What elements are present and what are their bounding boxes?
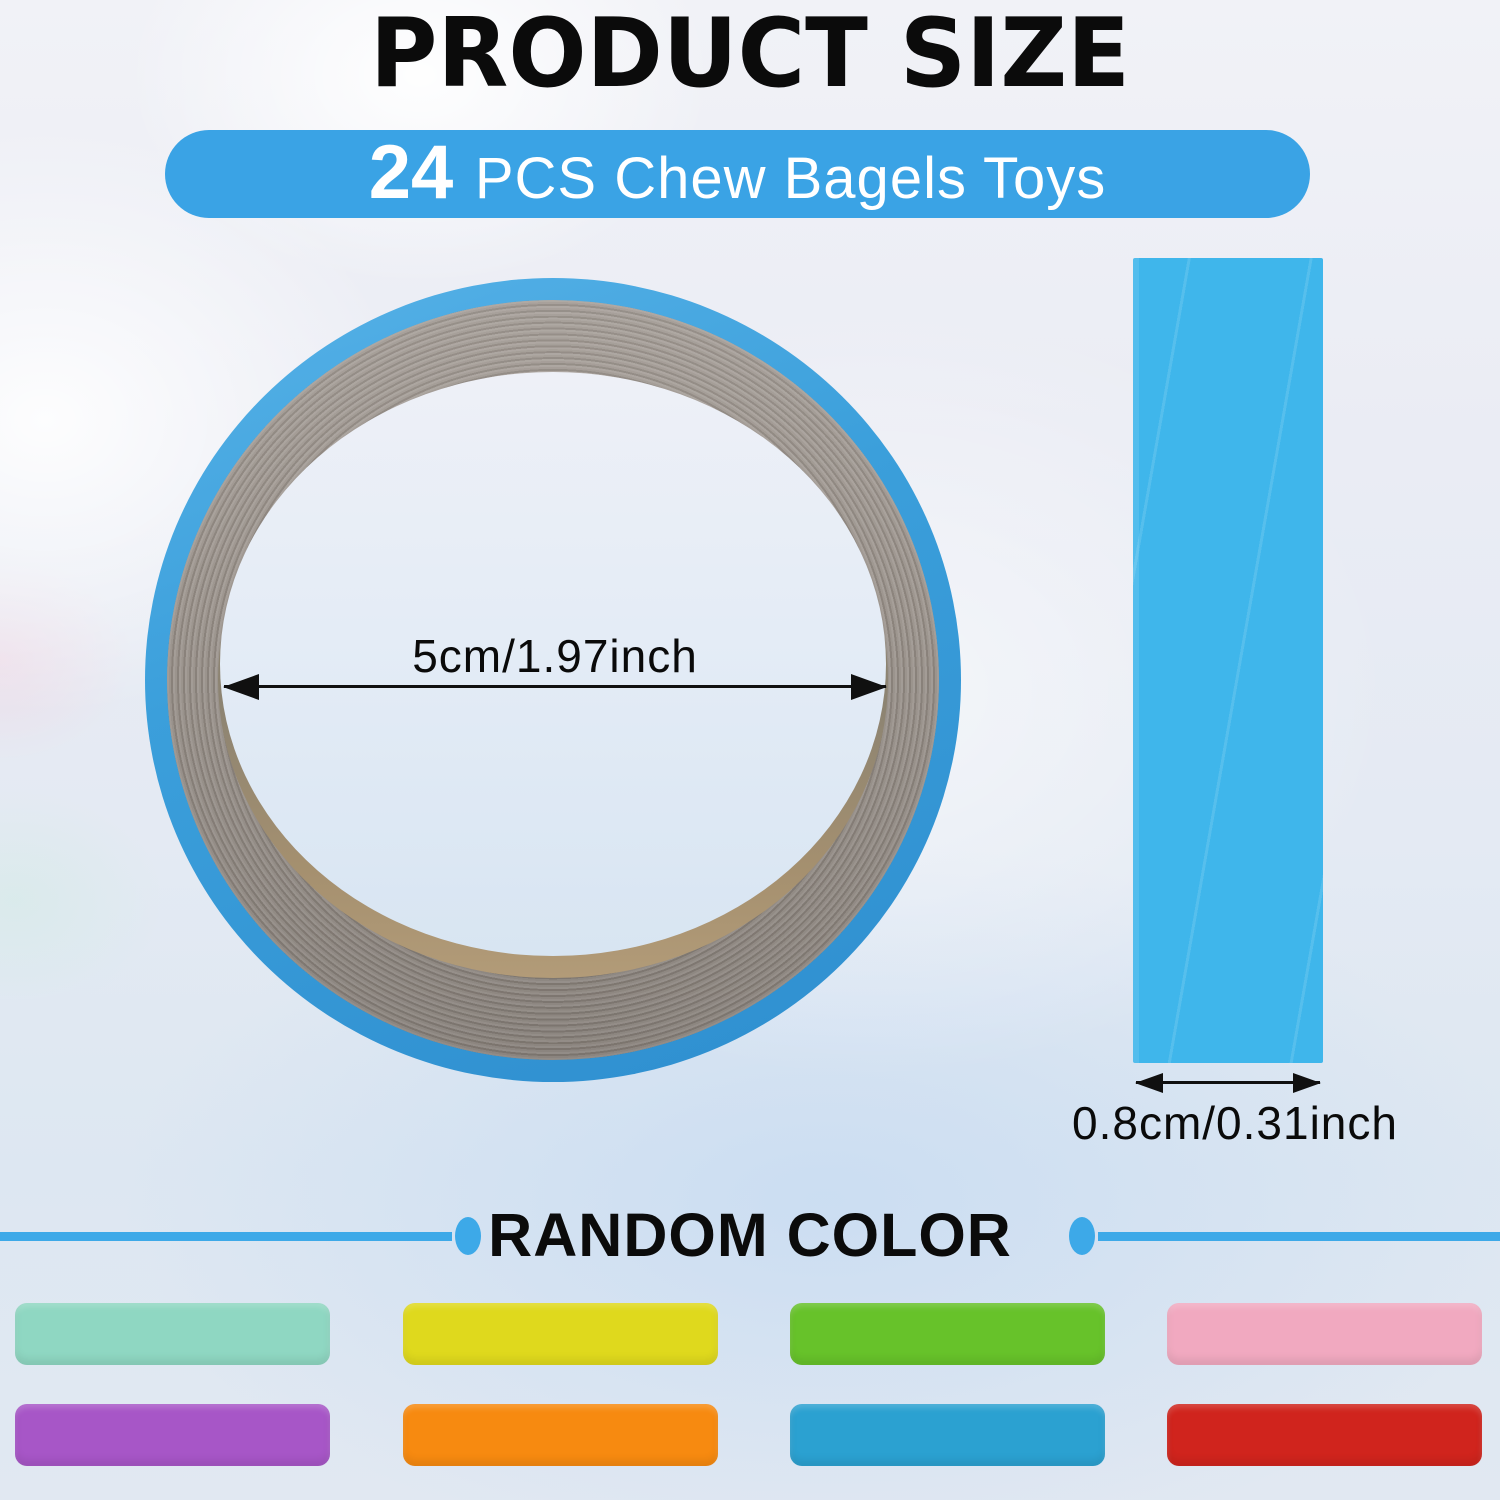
width-arrow-icon	[1136, 1081, 1320, 1084]
color-strip-purple	[15, 1404, 330, 1466]
color-strip-teal	[15, 1303, 330, 1365]
pcs-banner: 24 PCS Chew Bagels Toys	[165, 130, 1310, 218]
bagel-toy-hole	[220, 372, 886, 956]
heading-divider-left	[0, 1232, 452, 1241]
page-title: PRODUCT SIZE	[370, 0, 1130, 110]
color-strip-blue	[790, 1404, 1105, 1466]
color-strip-orange	[403, 1404, 718, 1466]
diameter-arrow-icon	[224, 685, 886, 688]
heading-dot-right-icon	[1069, 1217, 1095, 1255]
tape-strip	[1133, 258, 1323, 1063]
random-color-heading: RANDOM COLOR	[488, 1201, 1012, 1269]
color-strip-pink	[1167, 1303, 1482, 1365]
pcs-label: PCS Chew Bagels Toys	[474, 146, 1107, 211]
color-strip-yellow	[403, 1303, 718, 1365]
diameter-label: 5cm/1.97inch	[412, 630, 698, 682]
heading-divider-right	[1098, 1232, 1500, 1241]
heading-dot-left-icon	[455, 1217, 481, 1255]
width-label: 0.8cm/0.31inch	[1072, 1097, 1398, 1149]
pcs-count: 24	[368, 130, 454, 215]
color-strip-green	[790, 1303, 1105, 1365]
color-strip-red	[1167, 1404, 1482, 1466]
